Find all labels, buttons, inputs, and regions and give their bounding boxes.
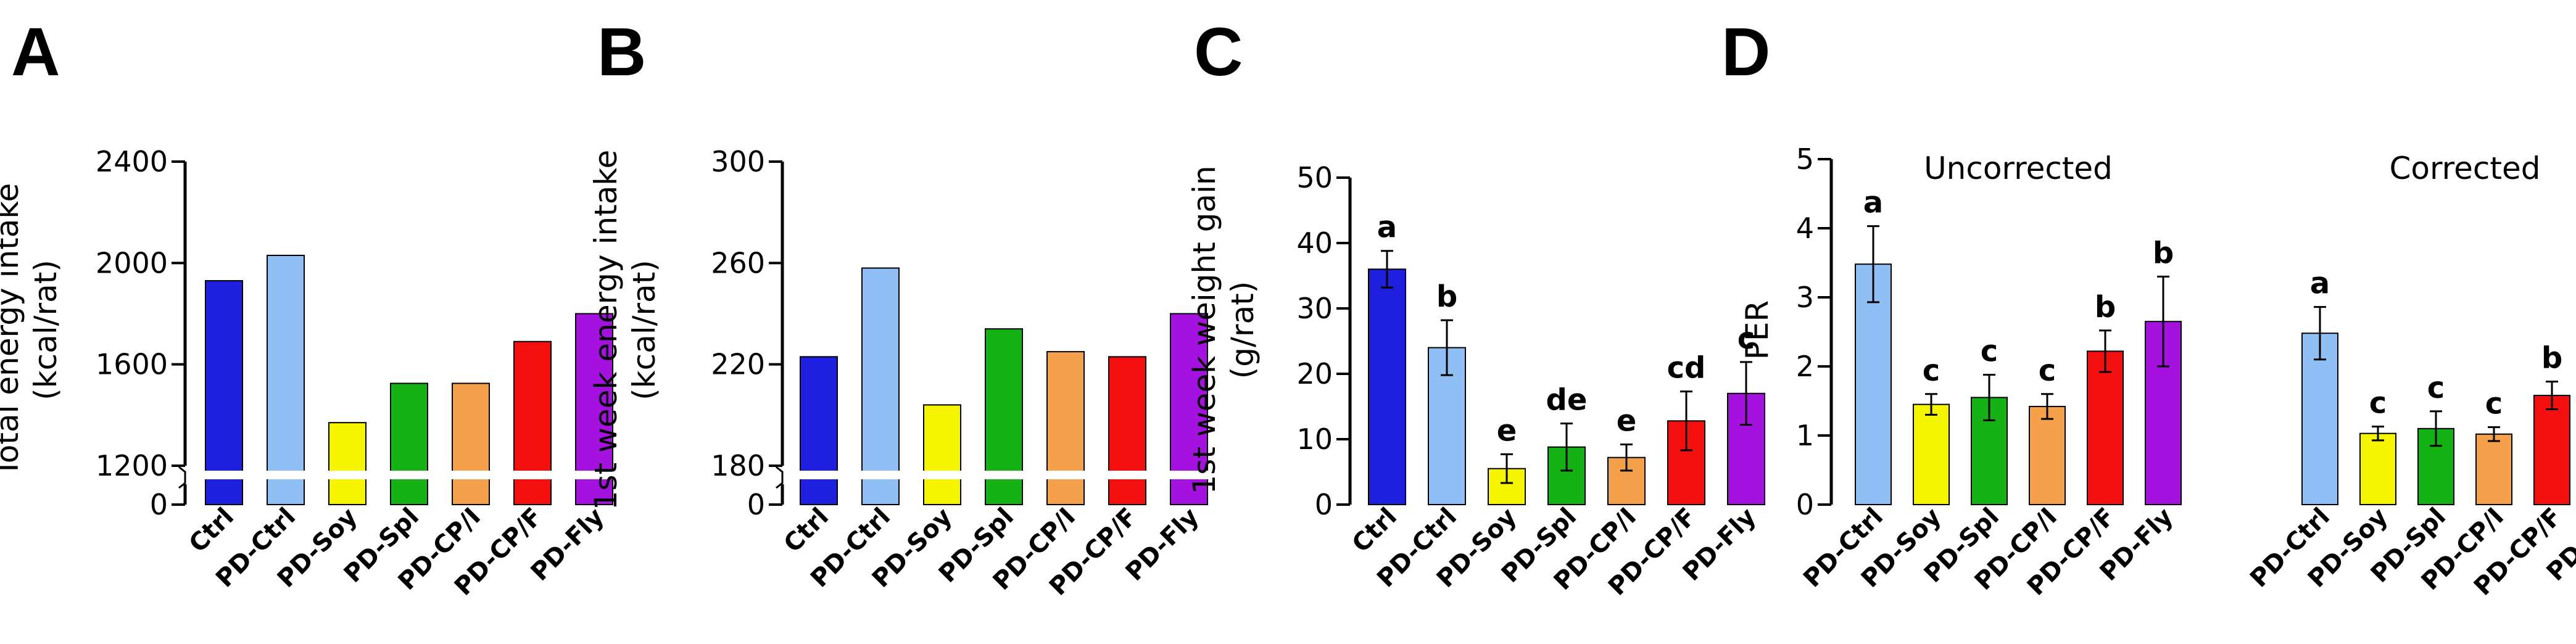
sig-label-D-1-PD-Soy: c — [2369, 386, 2387, 420]
y-tick-label-C-50: 50 — [1296, 161, 1333, 194]
sig-label-C-PD-Spl: de — [1546, 383, 1588, 418]
panel-letter-d: D — [1721, 14, 1770, 90]
bar-B-PD-CP/F — [1108, 356, 1146, 506]
y-axis-title-C-1: (g/rat) — [1225, 281, 1261, 379]
bar-D-0-PD-Soy — [1913, 403, 1950, 505]
y-tick-label-B-300: 300 — [711, 145, 765, 178]
y-tick-label-B-220: 220 — [711, 348, 765, 381]
sig-label-D-0-PD-Ctrl: a — [1863, 186, 1883, 220]
bar-D-0-PD-CP/F — [2087, 350, 2124, 505]
y-tick-label-A-0: 0 — [150, 488, 168, 521]
y-tick-label-C-30: 30 — [1296, 292, 1333, 325]
panel-letter-c: C — [1194, 14, 1243, 90]
y-tick-label-D-4: 4 — [1796, 212, 1814, 245]
break-band-B — [787, 471, 1225, 479]
panel-letter-b: B — [597, 14, 646, 90]
y-axis-title-B-1: (kcal/rat) — [626, 260, 662, 400]
bar-D-0-PD-CP/I — [2029, 405, 2066, 506]
sig-label-D-0-PD-Fly: b — [2153, 236, 2174, 270]
sig-label-D-0-PD-CP/F: b — [2095, 290, 2116, 324]
bar-B-Ctrl — [800, 356, 838, 506]
sig-label-C-PD-Fly: c — [1737, 321, 1755, 356]
x-tick-label-A-Ctrl: Ctrl — [184, 503, 239, 558]
sig-label-C-PD-Ctrl: b — [1436, 279, 1457, 314]
y-tick-label-C-20: 20 — [1296, 357, 1333, 390]
y-tick-label-A-2000: 2000 — [96, 246, 168, 279]
y-tick-label-A-2400: 2400 — [96, 145, 168, 178]
y-axis-title-B-0: 1st week energy intake — [588, 150, 624, 511]
y-axis-title-A-1: (kcal/rat) — [28, 260, 64, 400]
bar-D-1-PD-CP/F — [2533, 395, 2570, 505]
bar-B-PD-Soy — [923, 404, 961, 506]
sig-label-D-0-PD-CP/I: c — [2039, 353, 2056, 388]
bar-B-PD-CP/I — [1046, 351, 1085, 505]
axis-break-B — [776, 466, 784, 489]
bar-C-Ctrl — [1368, 268, 1406, 505]
y-axis-title-C-0: 1st week weight gain — [1187, 165, 1222, 494]
y-axis-title-D-0: PER — [1739, 300, 1775, 360]
break-band-A — [190, 471, 628, 479]
x-tick-label-B-Ctrl: Ctrl — [779, 503, 834, 558]
panel-letter-a: A — [11, 14, 60, 90]
y-tick-label-D-5: 5 — [1796, 142, 1814, 176]
sig-label-C-Ctrl: a — [1377, 210, 1397, 245]
bar-D-0-PD-Ctrl — [1855, 263, 1892, 505]
y-tick-label-B-260: 260 — [711, 246, 765, 279]
bar-A-PD-Soy — [328, 422, 367, 505]
bar-A-PD-CP/F — [513, 341, 552, 505]
sig-label-D-1-PD-Spl: c — [2427, 371, 2445, 405]
sig-label-C-PD-Soy: e — [1497, 413, 1517, 448]
group-label-D-1: Corrected — [2390, 151, 2541, 186]
sig-label-C-PD-CP/F: cd — [1667, 351, 1706, 386]
bar-D-1-PD-Soy — [2359, 432, 2396, 506]
y-tick-label-A-1600: 1600 — [96, 348, 168, 381]
y-tick-label-C-40: 40 — [1296, 226, 1333, 260]
bar-A-PD-Spl — [390, 382, 428, 506]
sig-label-D-1-PD-Ctrl: a — [2310, 266, 2330, 301]
axis-break-A — [178, 466, 186, 489]
bar-A-Ctrl — [205, 280, 243, 505]
sig-label-D-1-PD-CP/I: c — [2485, 387, 2503, 421]
y-tick-label-C-0: 0 — [1315, 488, 1333, 521]
bar-A-PD-CP/I — [452, 382, 490, 506]
y-tick-label-D-0: 0 — [1796, 488, 1814, 521]
bar-D-1-PD-CP/I — [2475, 433, 2512, 506]
bar-B-PD-Ctrl — [861, 267, 900, 505]
sig-label-D-0-PD-Spl: c — [1981, 334, 1998, 368]
y-tick-label-A-1200: 1200 — [96, 449, 168, 482]
y-tick-label-C-10: 10 — [1296, 423, 1333, 456]
sig-label-D-0-PD-Soy: c — [1923, 353, 1940, 388]
sig-label-C-PD-CP/I: e — [1617, 403, 1637, 438]
chart-layer: 01200160020002400CtrlPD-CtrlPD-SoyPD-Spl… — [0, 142, 2576, 601]
y-tick-label-B-0: 0 — [747, 488, 765, 521]
bar-A-PD-Ctrl — [267, 255, 305, 505]
y-tick-label-D-3: 3 — [1796, 281, 1814, 314]
y-tick-label-D-2: 2 — [1796, 350, 1814, 383]
group-label-D-0: Uncorrected — [1924, 151, 2113, 186]
y-tick-label-B-180: 180 — [711, 449, 765, 482]
sig-label-D-1-PD-CP/F: b — [2541, 341, 2562, 376]
y-tick-label-D-1: 1 — [1796, 419, 1814, 452]
y-axis-title-A-0: Total energy intake — [0, 183, 25, 478]
